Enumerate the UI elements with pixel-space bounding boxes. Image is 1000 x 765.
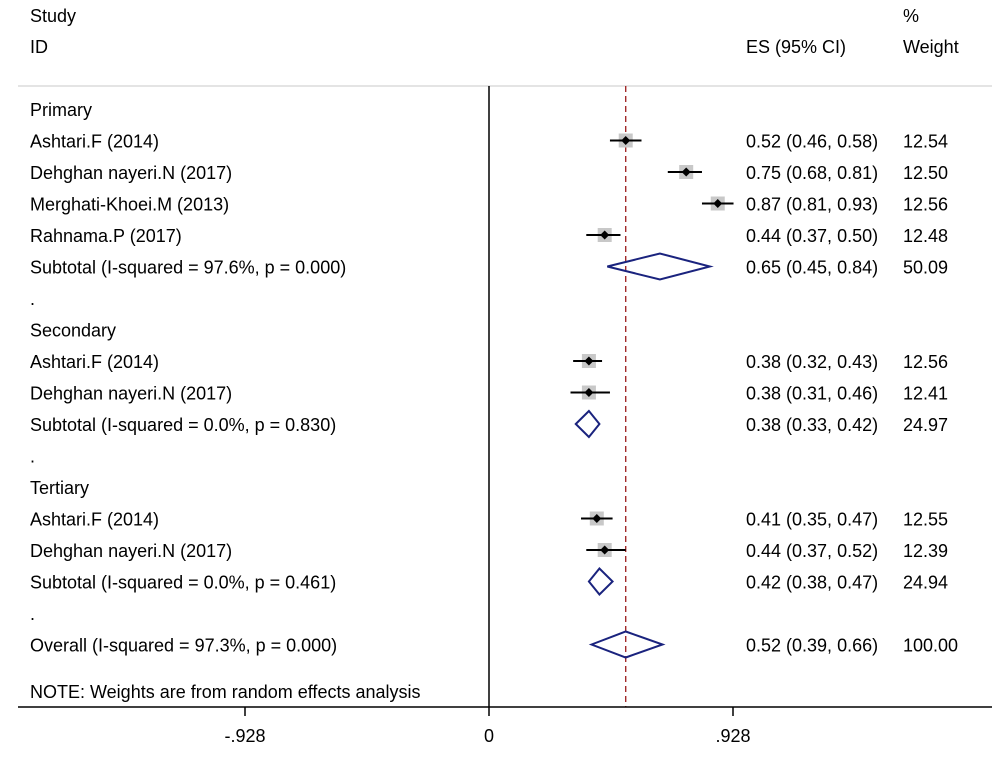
weight-value: 12.55 bbox=[903, 510, 948, 530]
point-estimate bbox=[621, 136, 631, 145]
weight-value: 12.50 bbox=[903, 163, 948, 183]
effect-size-ci: 0.38 (0.32, 0.43) bbox=[746, 352, 878, 372]
effect-size-ci: 0.75 (0.68, 0.81) bbox=[746, 163, 878, 183]
x-axis-ticks: -.928 0 .928 bbox=[224, 707, 751, 746]
forest-rows: Primary Ashtari.F (2014) 0.52 (0.46, 0.58)… bbox=[30, 100, 958, 659]
effect-size-ci: 0.38 (0.31, 0.46) bbox=[746, 384, 878, 404]
point-estimate bbox=[600, 230, 610, 240]
row-label: Subtotal (I-squared = 97.6%, p = 0.000) bbox=[30, 258, 346, 278]
weight-value: 50.09 bbox=[903, 258, 948, 278]
weight-value: 12.56 bbox=[903, 352, 948, 372]
row-label: Dehghan nayeri.N (2017) bbox=[30, 384, 232, 404]
row-label: Overall (I-squared = 97.3%, p = 0.000) bbox=[30, 636, 337, 656]
subtotal-diamond bbox=[587, 567, 614, 596]
row-label: Subtotal (I-squared = 0.0%, p = 0.461) bbox=[30, 573, 336, 593]
row-label: Rahnama.P (2017) bbox=[30, 226, 182, 246]
effect-size-ci: 0.44 (0.37, 0.52) bbox=[746, 541, 878, 561]
weight-value: 12.48 bbox=[903, 226, 948, 246]
row-label: Dehghan nayeri.N (2017) bbox=[30, 163, 232, 183]
weight-value: 12.39 bbox=[903, 541, 948, 561]
row-label: Subtotal (I-squared = 0.0%, p = 0.830) bbox=[30, 415, 336, 435]
subtotal-diamond bbox=[574, 409, 601, 439]
subtotal-diamond bbox=[607, 252, 714, 281]
effect-size-ci: 0.38 (0.33, 0.42) bbox=[746, 415, 878, 435]
point-estimate bbox=[584, 356, 594, 366]
x-tick-label: -.928 bbox=[224, 726, 265, 746]
weights-note: NOTE: Weights are from random effects an… bbox=[30, 682, 420, 702]
id-header-label: ID bbox=[30, 37, 48, 57]
weight-value: 12.54 bbox=[903, 132, 948, 152]
row-label: Ashtari.F (2014) bbox=[30, 510, 159, 530]
spacer-dot: . bbox=[30, 604, 35, 624]
weight-value: 24.97 bbox=[903, 415, 948, 435]
x-tick-label: 0 bbox=[484, 726, 494, 746]
x-tick-label: .928 bbox=[715, 726, 750, 746]
effect-size-ci: 0.52 (0.46, 0.58) bbox=[746, 132, 878, 152]
overall-diamond bbox=[588, 630, 666, 659]
row-label: Dehghan nayeri.N (2017) bbox=[30, 541, 232, 561]
point-estimate bbox=[713, 199, 723, 208]
effect-size-ci: 0.87 (0.81, 0.93) bbox=[746, 195, 878, 215]
weight-header-label: Weight bbox=[903, 37, 959, 57]
point-estimate bbox=[592, 514, 602, 523]
spacer-dot: . bbox=[30, 447, 35, 467]
row-label: Merghati-Khoei.M (2013) bbox=[30, 195, 229, 215]
point-estimate bbox=[600, 545, 610, 555]
effect-size-ci: 0.41 (0.35, 0.47) bbox=[746, 510, 878, 530]
group-label: Tertiary bbox=[30, 478, 89, 498]
point-estimate bbox=[584, 388, 594, 397]
row-label: Ashtari.F (2014) bbox=[30, 132, 159, 152]
effect-size-ci: 0.52 (0.39, 0.66) bbox=[746, 636, 878, 656]
es-header-label: ES (95% CI) bbox=[746, 37, 846, 57]
effect-size-ci: 0.65 (0.45, 0.84) bbox=[746, 258, 878, 278]
row-label: Ashtari.F (2014) bbox=[30, 352, 159, 372]
weight-value: 100.00 bbox=[903, 636, 958, 656]
group-label: Primary bbox=[30, 100, 92, 120]
effect-size-ci: 0.42 (0.38, 0.47) bbox=[746, 573, 878, 593]
point-estimate bbox=[681, 167, 691, 177]
percent-header-label: % bbox=[903, 6, 919, 26]
weight-value: 12.41 bbox=[903, 384, 948, 404]
spacer-dot: . bbox=[30, 289, 35, 309]
effect-size-ci: 0.44 (0.37, 0.50) bbox=[746, 226, 878, 246]
study-header-label: Study bbox=[30, 6, 76, 26]
weight-value: 24.94 bbox=[903, 573, 948, 593]
weight-value: 12.56 bbox=[903, 195, 948, 215]
group-label: Secondary bbox=[30, 321, 116, 341]
